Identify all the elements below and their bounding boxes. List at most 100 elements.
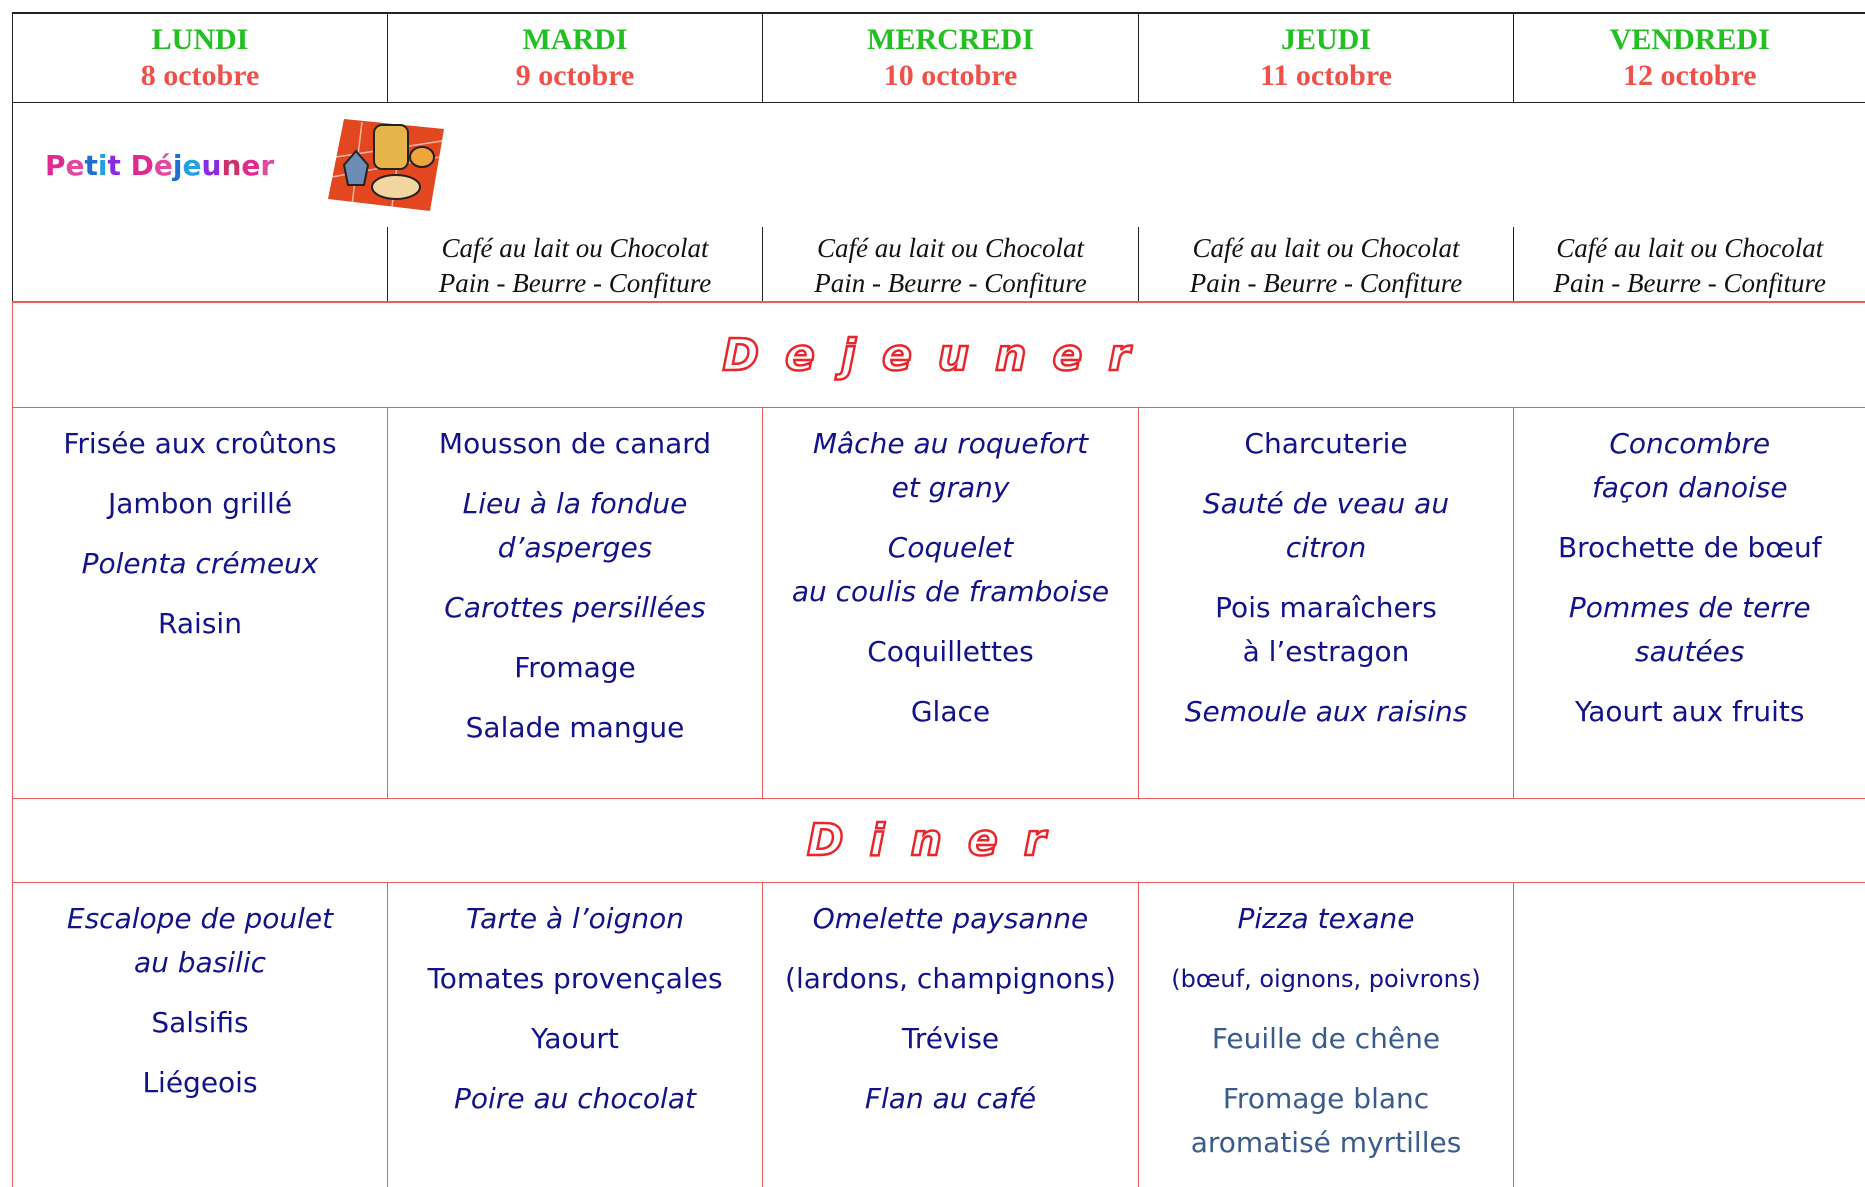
menu-line: Brochette de bœuf bbox=[1514, 526, 1865, 570]
day-name: MARDI bbox=[388, 22, 762, 58]
day-name: MERCREDI bbox=[763, 22, 1138, 58]
menu-item: Semoule aux raisins bbox=[1139, 690, 1513, 734]
menu-item: Mousson de canard bbox=[388, 422, 762, 466]
day-date: 9 octobre bbox=[388, 58, 762, 94]
menu-line: citron bbox=[1139, 526, 1513, 570]
menu-line: Pommes de terre bbox=[1514, 586, 1865, 630]
day-date: 11 octobre bbox=[1139, 58, 1513, 94]
breakfast-item: Pain - Beurre - Confiture bbox=[1139, 266, 1513, 301]
menu-line: Semoule aux raisins bbox=[1139, 690, 1513, 734]
menu-line: Feuille de chêne bbox=[1139, 1017, 1513, 1061]
day-date: 12 octobre bbox=[1514, 58, 1865, 94]
menu-line: aromatisé myrtilles bbox=[1139, 1121, 1513, 1165]
menu-line: sautées bbox=[1514, 630, 1865, 674]
menu-line: Flan au café bbox=[763, 1077, 1138, 1121]
menu-item: Fromage bbox=[388, 646, 762, 690]
menu-item: (bœuf, oignons, poivrons) bbox=[1139, 957, 1513, 1001]
menu-item: Tarte à l’oignon bbox=[388, 897, 762, 941]
menu-line: Fromage blanc bbox=[1139, 1077, 1513, 1121]
menu-line: au basilic bbox=[13, 941, 387, 985]
menu-line: façon danoise bbox=[1514, 466, 1865, 510]
menu-item: Flan au café bbox=[763, 1077, 1138, 1121]
breakfast-title: Petit Déjeuner bbox=[45, 149, 274, 182]
menu-line: Tomates provençales bbox=[388, 957, 762, 1001]
menu-item: Charcuterie bbox=[1139, 422, 1513, 466]
breakfast-item: Café au lait ou Chocolat bbox=[763, 231, 1138, 266]
menu-line: Fromage bbox=[388, 646, 762, 690]
dinner-title-row: Diner bbox=[13, 799, 1865, 883]
menu-item: Glace bbox=[763, 690, 1138, 734]
breakfast-cell bbox=[13, 227, 388, 302]
menu-item: Liégeois bbox=[13, 1061, 387, 1105]
menu-line: Carottes persillées bbox=[388, 586, 762, 630]
menu-item: Yaourt aux fruits bbox=[1514, 690, 1865, 734]
menu-line: Salsifis bbox=[13, 1001, 387, 1045]
menu-line: Trévise bbox=[763, 1017, 1138, 1061]
menu-line: Tarte à l’oignon bbox=[388, 897, 762, 941]
menu-line: Charcuterie bbox=[1139, 422, 1513, 466]
menu-item: Frisée aux croûtons bbox=[13, 422, 387, 466]
breakfast-title-row: Petit Déjeuner bbox=[13, 103, 1865, 228]
menu-line: Coquillettes bbox=[763, 630, 1138, 674]
menu-item: Tomates provençales bbox=[388, 957, 762, 1001]
dinner-cell: Pizza texane(bœuf, oignons, poivrons)Feu… bbox=[1139, 883, 1514, 1187]
menu-line: Yaourt aux fruits bbox=[1514, 690, 1865, 734]
menu-line: Salade mangue bbox=[388, 706, 762, 750]
menu-item: Omelette paysanne bbox=[763, 897, 1138, 941]
dinner-title: Diner bbox=[807, 815, 1071, 866]
lunch-title-row: Dejeuner bbox=[13, 302, 1865, 408]
breakfast-title-cell: Petit Déjeuner bbox=[13, 103, 1865, 228]
menu-line: Liégeois bbox=[13, 1061, 387, 1105]
menu-item: Jambon grillé bbox=[13, 482, 387, 526]
lunch-title: Dejeuner bbox=[723, 330, 1156, 381]
menu-item: Poire au chocolat bbox=[388, 1077, 762, 1121]
menu-line: Raisin bbox=[13, 602, 387, 646]
menu-item: Salsifis bbox=[13, 1001, 387, 1045]
menu-item: Feuille de chêne bbox=[1139, 1017, 1513, 1061]
menu-line: à l’estragon bbox=[1139, 630, 1513, 674]
day-name: VENDREDI bbox=[1514, 22, 1865, 58]
dinner-title-cell: Diner bbox=[13, 799, 1865, 883]
menu-line: Omelette paysanne bbox=[763, 897, 1138, 941]
menu-line: Poire au chocolat bbox=[388, 1077, 762, 1121]
menu-line: Lieu à la fondue bbox=[388, 482, 762, 526]
breakfast-item: Pain - Beurre - Confiture bbox=[388, 266, 762, 301]
breakfast-item: Café au lait ou Chocolat bbox=[1139, 231, 1513, 266]
menu-line: Frisée aux croûtons bbox=[13, 422, 387, 466]
day-name: LUNDI bbox=[13, 22, 387, 58]
menu-line: Concombre bbox=[1514, 422, 1865, 466]
menu-item: Carottes persillées bbox=[388, 586, 762, 630]
day-date: 8 octobre bbox=[13, 58, 387, 94]
breakfast-item: Pain - Beurre - Confiture bbox=[763, 266, 1138, 301]
menu-line: Yaourt bbox=[388, 1017, 762, 1061]
menu-item: Salade mangue bbox=[388, 706, 762, 750]
menu-item: Coquillettes bbox=[763, 630, 1138, 674]
dinner-cell: Tarte à l’oignon Tomates provençales Yaour… bbox=[388, 883, 763, 1187]
day-date: 10 octobre bbox=[763, 58, 1138, 94]
menu-item: Brochette de bœuf bbox=[1514, 526, 1865, 570]
menu-line: (lardons, champignons) bbox=[763, 957, 1138, 1001]
